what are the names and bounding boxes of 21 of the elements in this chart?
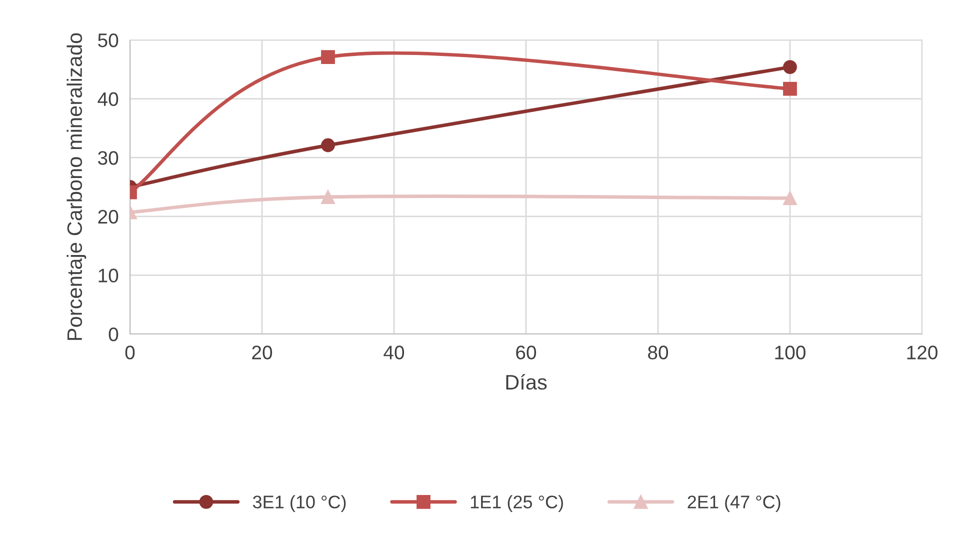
y-tick-label: 10 xyxy=(98,268,118,282)
point xyxy=(783,82,797,96)
x-tick-label: 120 xyxy=(907,346,938,360)
x-tick-label: 100 xyxy=(775,346,806,360)
legend-label: 3E1 (10 °C) xyxy=(252,495,346,512)
x-tick-label: 60 xyxy=(516,346,536,360)
y-tick-label: 30 xyxy=(98,151,118,165)
legend-label: 2E1 (47 °C) xyxy=(688,495,780,512)
y-tick-label: 20 xyxy=(98,210,118,224)
y-axis-title: Porcentaje Carbono mineralizado xyxy=(66,33,86,340)
x-tick-label: 0 xyxy=(125,346,135,360)
y-tick-label: 50 xyxy=(98,33,118,48)
y-tick-label: 40 xyxy=(98,92,118,106)
y-tick-label: 0 xyxy=(108,327,118,342)
x-tick-label: 20 xyxy=(252,346,272,360)
point xyxy=(783,191,797,206)
legend-label: 1E1 (25 °C) xyxy=(470,495,563,512)
x-tick-label: 80 xyxy=(648,346,668,360)
x-tick-label: 40 xyxy=(384,346,404,360)
x-axis-title: Días xyxy=(506,374,547,390)
point xyxy=(783,60,797,74)
